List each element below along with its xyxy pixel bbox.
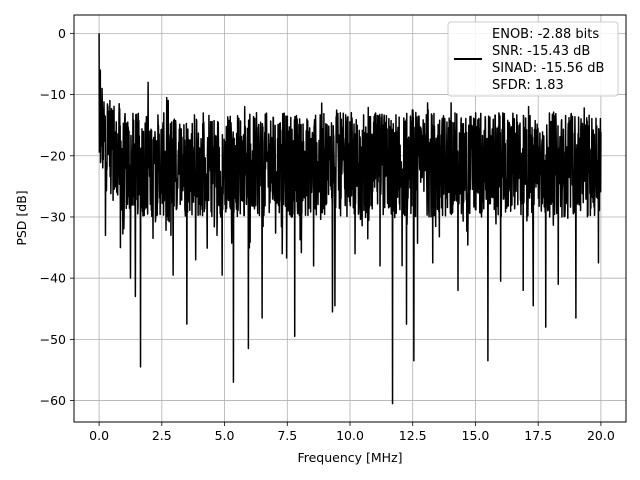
y-axis-label: PSD [dB] — [14, 190, 29, 245]
legend-sfdr: SFDR: 1.83 — [492, 78, 564, 93]
x-tick-label: 0.0 — [89, 428, 109, 443]
y-tick-label: −60 — [40, 393, 66, 408]
x-tick-label: 20.0 — [587, 428, 615, 443]
y-tick-label: −10 — [40, 87, 66, 102]
x-tick-label: 5.0 — [215, 428, 235, 443]
legend-sinad: SINAD: -15.56 dB — [492, 61, 604, 76]
y-tick-label: 0 — [58, 26, 66, 41]
y-tick-label: −20 — [40, 148, 66, 163]
legend: ENOB: -2.88 bits SNR: -15.43 dB SINAD: -… — [447, 21, 619, 97]
x-axis-ticks: 0.0 2.5 5.0 7.5 10.0 12.5 15.0 17.5 20.0 — [89, 422, 615, 443]
legend-enob: ENOB: -2.88 bits — [492, 27, 599, 42]
x-tick-label: 12.5 — [399, 428, 427, 443]
x-tick-label: 7.5 — [277, 428, 297, 443]
plot-area — [98, 33, 602, 405]
x-tick-label: 2.5 — [152, 428, 172, 443]
y-tick-label: −40 — [40, 271, 66, 286]
x-tick-label: 17.5 — [524, 428, 552, 443]
x-tick-label: 10.0 — [336, 428, 364, 443]
y-axis-ticks: 0 −10 −20 −30 −40 −50 −60 — [40, 26, 74, 408]
y-tick-label: −50 — [40, 332, 66, 347]
x-tick-label: 15.0 — [462, 428, 490, 443]
legend-snr: SNR: -15.43 dB — [492, 44, 590, 59]
x-axis-label: Frequency [MHz] — [297, 450, 402, 465]
psd-series-line — [98, 33, 602, 405]
legend-box — [447, 21, 619, 97]
y-tick-label: −30 — [40, 209, 66, 224]
